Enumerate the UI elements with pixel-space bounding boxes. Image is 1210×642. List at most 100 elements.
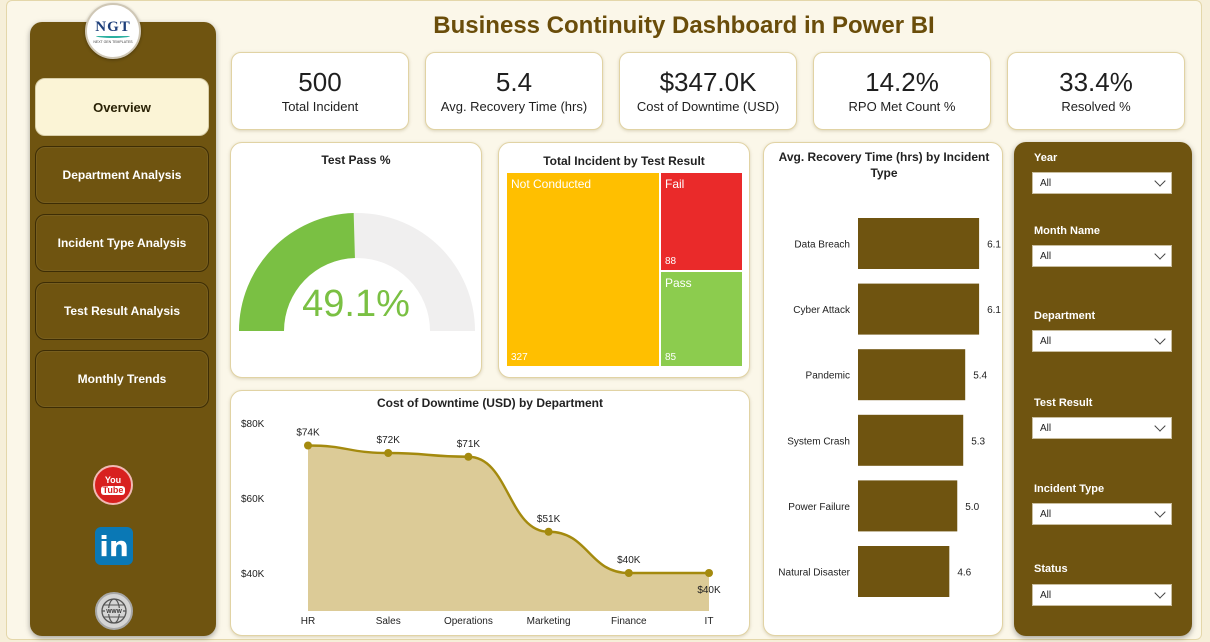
kpi-label: Avg. Recovery Time (hrs)	[440, 99, 588, 114]
filter-year-value: All	[1040, 177, 1052, 189]
treemap-tile-value: 88	[665, 256, 677, 267]
globe-www-icon[interactable]: WWW	[95, 592, 133, 630]
gauge-fill	[239, 213, 355, 331]
bar[interactable]	[858, 546, 950, 597]
bar[interactable]	[858, 218, 980, 269]
logo-text: NGT	[95, 18, 131, 35]
filter-month-select[interactable]: All	[1032, 245, 1172, 267]
bar-value-label: 4.6	[957, 568, 971, 579]
area-chart-title: Cost of Downtime (USD) by Department	[376, 396, 603, 410]
filter-incident-type-value: All	[1040, 508, 1052, 520]
logo-subtext: NEXT GEN TEMPLATES	[93, 39, 133, 44]
treemap-tile-value: 327	[511, 352, 528, 363]
x-tick-label: IT	[705, 616, 714, 627]
nav-monthly-trends-button[interactable]: Monthly Trends	[35, 350, 209, 408]
treemap-title: Total Incident by Test Result	[543, 154, 705, 168]
area-point[interactable]	[384, 449, 393, 457]
kpi-card-total-incident: 500 Total Incident	[231, 52, 409, 130]
treemap-tile-label: Not Conducted	[511, 177, 592, 191]
nav-incident-type-analysis-button[interactable]: Incident Type Analysis	[35, 214, 209, 272]
bar-value-label: 5.4	[973, 371, 987, 382]
chevron-down-icon	[1154, 506, 1166, 518]
filter-status-value: All	[1040, 589, 1052, 601]
kpi-label: Total Incident	[281, 99, 359, 114]
filter-test-result-label: Test Result	[1034, 397, 1093, 409]
nav-test-result-analysis-button[interactable]: Test Result Analysis	[35, 282, 209, 340]
bar-chart-title: Avg. Recovery Time (hrs) by Incident Typ…	[778, 150, 990, 180]
area-point[interactable]	[544, 527, 553, 536]
gauge-chart	[239, 213, 475, 331]
youtube-icon-text-bottom: Tube	[100, 484, 126, 495]
bar[interactable]	[858, 480, 958, 532]
area-fill	[308, 445, 709, 611]
area-point[interactable]	[705, 569, 713, 577]
bar-value-label: 5.0	[965, 502, 979, 513]
kpi-label: Cost of Downtime (USD)	[636, 99, 780, 114]
data-label: $74K	[296, 428, 320, 439]
y-tick-label: $80K	[241, 419, 265, 430]
logo-swoosh-icon	[96, 34, 130, 38]
youtube-icon-text-top: You	[104, 474, 122, 485]
bar-category-label: System Crash	[787, 436, 850, 447]
treemap-tile-fail[interactable]: Fail 88	[661, 173, 742, 270]
data-label: $72K	[377, 435, 401, 446]
area-point[interactable]	[304, 441, 312, 450]
bar[interactable]	[858, 414, 964, 466]
area-point[interactable]	[624, 569, 633, 577]
downtime-area-panel[interactable]: Cost of Downtime (USD) by Department $40…	[230, 390, 750, 636]
youtube-icon[interactable]: You Tube	[93, 465, 133, 505]
filter-incident-type-select[interactable]: All	[1032, 503, 1172, 525]
filter-department-select[interactable]: All	[1032, 330, 1172, 352]
linkedin-icon[interactable]: in	[95, 527, 133, 565]
data-label: $40K	[697, 585, 721, 596]
filter-test-result-select[interactable]: All	[1032, 417, 1172, 439]
kpi-value: 14.2%	[865, 67, 939, 97]
bar[interactable]	[858, 283, 980, 335]
bar-category-label: Pandemic	[806, 371, 850, 382]
nav-department-analysis-button[interactable]: Department Analysis	[35, 146, 209, 204]
area-chart: $40K $60K $80K $74K HR $72K Sales $71K Operation…	[241, 419, 721, 627]
bar-category-label: Cyber Attack	[793, 305, 851, 316]
globe-icon-graphic: WWW	[101, 598, 127, 624]
page-title: Business Continuity Dashboard in Power B…	[433, 12, 935, 39]
treemap-tile-not-conducted[interactable]: Not Conducted 327	[507, 173, 659, 366]
x-tick-label: Finance	[611, 616, 647, 627]
filter-incident-type-label: Incident Type	[1034, 483, 1105, 495]
treemap-tile-value: 85	[665, 352, 677, 363]
kpi-card-resolved: 33.4% Resolved %	[1007, 52, 1185, 130]
filter-department-value: All	[1040, 335, 1052, 347]
filter-status-select[interactable]: All	[1032, 584, 1172, 606]
treemap-tile-label: Pass	[665, 276, 692, 290]
nav-overview-button[interactable]: Overview	[35, 78, 209, 136]
kpi-label: Resolved %	[1061, 99, 1131, 114]
test-pass-gauge-panel[interactable]: Test Pass % 49.1%	[230, 142, 482, 378]
svg-text:WWW: WWW	[106, 609, 122, 615]
chevron-down-icon	[1154, 587, 1166, 599]
data-label: $51K	[537, 514, 561, 525]
kpi-card-rpo-met-count: 14.2% RPO Met Count %	[813, 52, 991, 130]
recovery-time-bar-panel[interactable]: Avg. Recovery Time (hrs) by Incident Typ…	[763, 142, 1003, 636]
filter-year-select[interactable]: All	[1032, 172, 1172, 194]
x-tick-label: Sales	[376, 616, 401, 627]
brand-logo[interactable]: NGT NEXT GEN TEMPLATES	[85, 3, 141, 59]
bar-value-label: 6.1	[987, 305, 1001, 316]
area-point[interactable]	[464, 452, 473, 461]
treemap-tile-pass[interactable]: Pass 85	[661, 272, 742, 366]
bar[interactable]	[858, 349, 966, 401]
bar-category-label: Power Failure	[788, 502, 850, 513]
filter-pane: Year All Month Name All Department All T…	[1014, 142, 1192, 636]
kpi-card-avg-recovery-time: 5.4 Avg. Recovery Time (hrs)	[425, 52, 603, 130]
kpi-value: 5.4	[495, 67, 533, 97]
data-label: $40K	[617, 555, 641, 566]
filter-year-label: Year	[1034, 152, 1058, 164]
gauge-value: 49.1%	[302, 283, 410, 325]
kpi-label: RPO Met Count %	[848, 99, 956, 114]
bar-value-label: 6.1	[987, 240, 1001, 251]
bar-value-label: 5.3	[971, 436, 985, 447]
bar-category-label: Natural Disaster	[778, 568, 850, 579]
bar-category-label: Data Breach	[794, 240, 850, 251]
kpi-value: 500	[298, 67, 342, 97]
treemap-panel[interactable]: Total Incident by Test Result Not Conduc…	[498, 142, 750, 378]
chevron-down-icon	[1154, 420, 1166, 432]
chevron-down-icon	[1154, 175, 1166, 187]
